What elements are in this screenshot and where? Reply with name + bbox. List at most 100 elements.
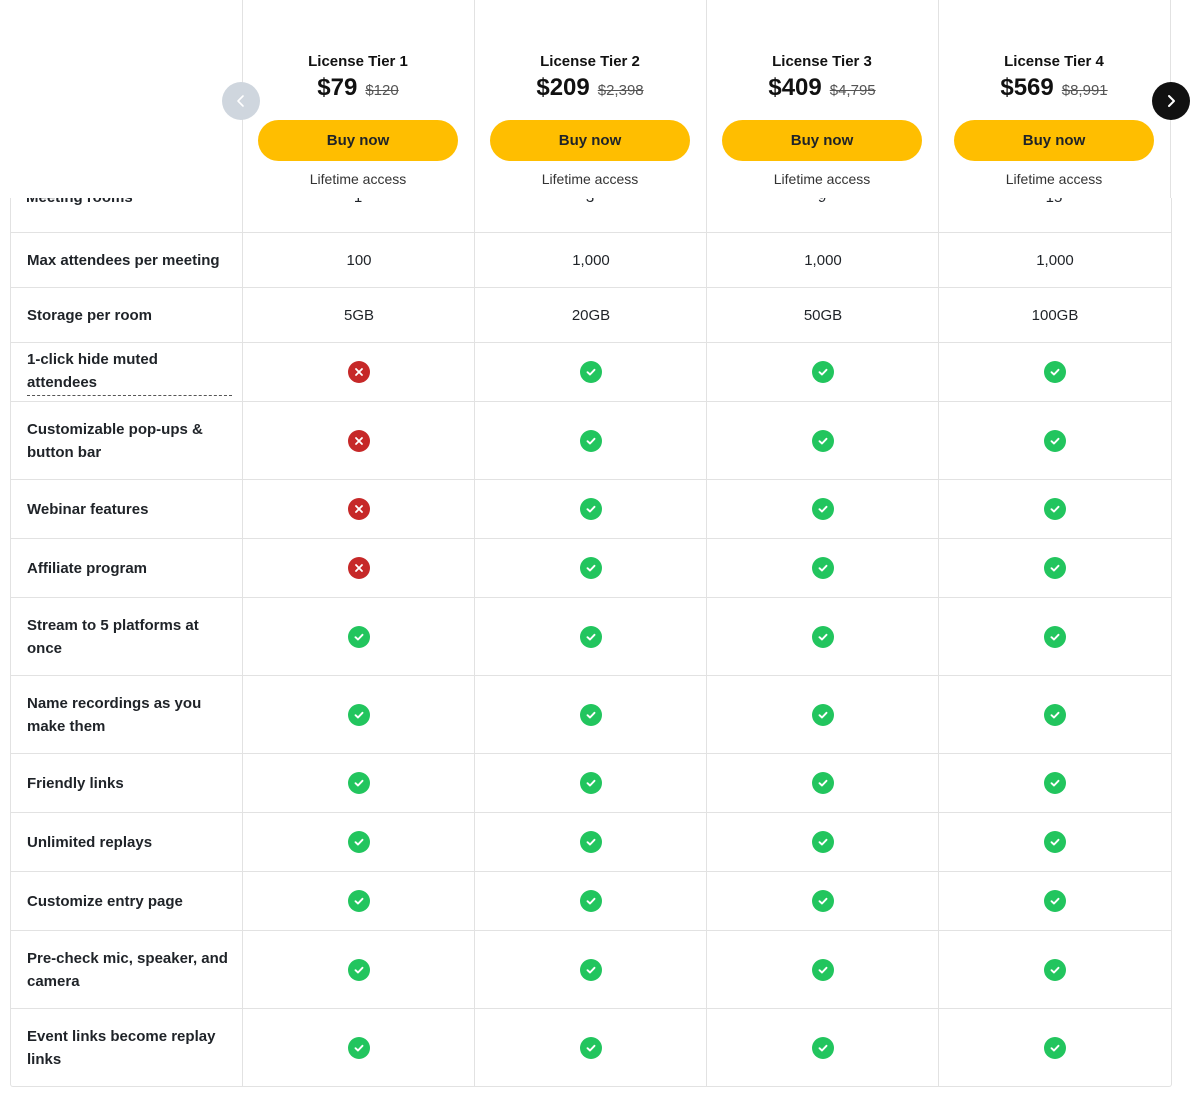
check-circle-icon	[812, 361, 834, 383]
table-cell: 1,000	[475, 233, 707, 287]
table-cell	[243, 480, 475, 538]
table-row: Friendly links	[11, 753, 1171, 812]
x-circle-icon	[348, 557, 370, 579]
table-row: Customizable pop-ups & button bar	[11, 401, 1171, 479]
column-divider	[474, 0, 475, 198]
feature-label-text[interactable]: 1-click hide muted attendees	[27, 348, 232, 396]
table-cell: 50GB	[707, 288, 939, 342]
check-circle-icon	[1044, 703, 1066, 726]
feature-label-text: Max attendees per meeting	[27, 251, 220, 269]
tier-1-column: License Tier 1 $79 $120 Buy now Lifetime…	[242, 0, 474, 198]
feature-label: Affiliate program	[27, 539, 232, 597]
tier-name: License Tier 1	[308, 53, 408, 70]
table-cell: 5GB	[243, 288, 475, 342]
feature-label: Friendly links	[27, 754, 232, 812]
table-cell	[243, 813, 475, 871]
table-cell	[939, 1009, 1171, 1086]
table-cell	[475, 872, 707, 930]
tier-old-price: $2,398	[597, 82, 644, 99]
cell-value: 20GB	[571, 306, 611, 324]
table-row: Storage per room 5GB 20GB 50GB 100GB	[11, 287, 1171, 342]
feature-label: Unlimited replays	[27, 813, 232, 871]
check-circle-icon	[812, 772, 834, 794]
table-cell	[243, 872, 475, 930]
check-circle-icon	[580, 429, 602, 452]
table-cell	[707, 872, 939, 930]
previous-tiers-button[interactable]	[222, 82, 260, 120]
check-circle-icon	[1044, 958, 1066, 981]
tier-4-column: License Tier 4 $569 $8,991 Buy now Lifet…	[938, 0, 1170, 198]
lifetime-access-note: Lifetime access	[309, 171, 407, 187]
check-circle-icon	[348, 958, 370, 981]
tier-name: License Tier 2	[540, 53, 640, 70]
table-cell: 1,000	[939, 233, 1171, 287]
check-circle-icon	[348, 890, 370, 912]
table-cell	[707, 343, 939, 401]
buy-now-button-tier-4[interactable]: Buy now	[954, 120, 1154, 161]
table-row: Event links become replay links	[11, 1008, 1171, 1086]
table-row: Affiliate program	[11, 538, 1171, 597]
table-cell	[475, 402, 707, 479]
tier-3-column: License Tier 3 $409 $4,795 Buy now Lifet…	[706, 0, 938, 198]
feature-label-text: Pre-check mic, speaker, and camera	[27, 949, 228, 990]
feature-label-text: Event links become replay links	[27, 1027, 216, 1068]
check-circle-icon	[1044, 429, 1066, 452]
feature-label: Max attendees per meeting	[27, 233, 232, 287]
table-row: Max attendees per meeting 100 1,000 1,000 1,…	[11, 232, 1171, 287]
cell-value: 50GB	[803, 306, 843, 324]
column-divider	[474, 174, 475, 1086]
partial-row-value: 1	[242, 198, 474, 206]
cell-value: 1,000	[804, 251, 842, 269]
table-row: Customize entry page	[11, 871, 1171, 930]
check-circle-icon	[812, 498, 834, 520]
check-circle-icon	[348, 625, 370, 648]
check-circle-icon	[1044, 831, 1066, 853]
table-row: Webinar features	[11, 479, 1171, 538]
check-circle-icon	[580, 625, 602, 648]
check-circle-icon	[812, 958, 834, 981]
chevron-right-icon	[1168, 95, 1175, 107]
check-circle-icon	[812, 1036, 834, 1059]
table-cell: 100	[243, 233, 475, 287]
tier-price: $569	[1000, 74, 1054, 101]
check-circle-icon	[580, 703, 602, 726]
check-circle-icon	[580, 361, 602, 383]
feature-label-text: Affiliate program	[27, 559, 148, 577]
price-line: $409 $4,795	[706, 74, 938, 102]
table-cell	[475, 480, 707, 538]
buy-now-button-tier-1[interactable]: Buy now	[258, 120, 458, 161]
price-line: $569 $8,991	[938, 74, 1170, 102]
table-cell: 100GB	[939, 288, 1171, 342]
table-cell	[243, 539, 475, 597]
check-circle-icon	[812, 831, 834, 853]
tier-2-column: License Tier 2 $209 $2,398 Buy now Lifet…	[474, 0, 706, 198]
feature-label-text: Stream to 5 platforms at once	[27, 616, 199, 657]
buy-now-button-tier-3[interactable]: Buy now	[722, 120, 922, 161]
table-row: 1-click hide muted attendees	[11, 342, 1171, 401]
tier-old-price: $120	[365, 82, 399, 99]
cell-value: 1,000	[1036, 251, 1074, 269]
table-cell	[475, 539, 707, 597]
table-cell	[475, 343, 707, 401]
cell-value: 1,000	[572, 251, 610, 269]
table-row: Name recordings as you make them	[11, 675, 1171, 753]
table-cell	[475, 754, 707, 812]
lifetime-access-note: Lifetime access	[541, 171, 639, 187]
feature-label-text: Storage per room	[27, 306, 153, 324]
partial-row-value: 15	[938, 198, 1170, 206]
table-cell	[707, 598, 939, 675]
next-tiers-button[interactable]	[1152, 82, 1190, 120]
table-cell	[707, 1009, 939, 1086]
partial-row-label: Meeting rooms	[26, 198, 133, 206]
buy-now-button-tier-2[interactable]: Buy now	[490, 120, 690, 161]
cell-value: 5GB	[343, 306, 374, 324]
feature-label: Event links become replay links	[27, 1009, 232, 1086]
check-circle-icon	[580, 1036, 602, 1059]
table-cell	[243, 676, 475, 753]
cell-value: 100GB	[1031, 306, 1079, 324]
tier-price: $209	[536, 74, 590, 101]
table-cell: 20GB	[475, 288, 707, 342]
check-circle-icon	[580, 557, 602, 579]
table-row: Stream to 5 platforms at once	[11, 597, 1171, 675]
check-circle-icon	[812, 703, 834, 726]
